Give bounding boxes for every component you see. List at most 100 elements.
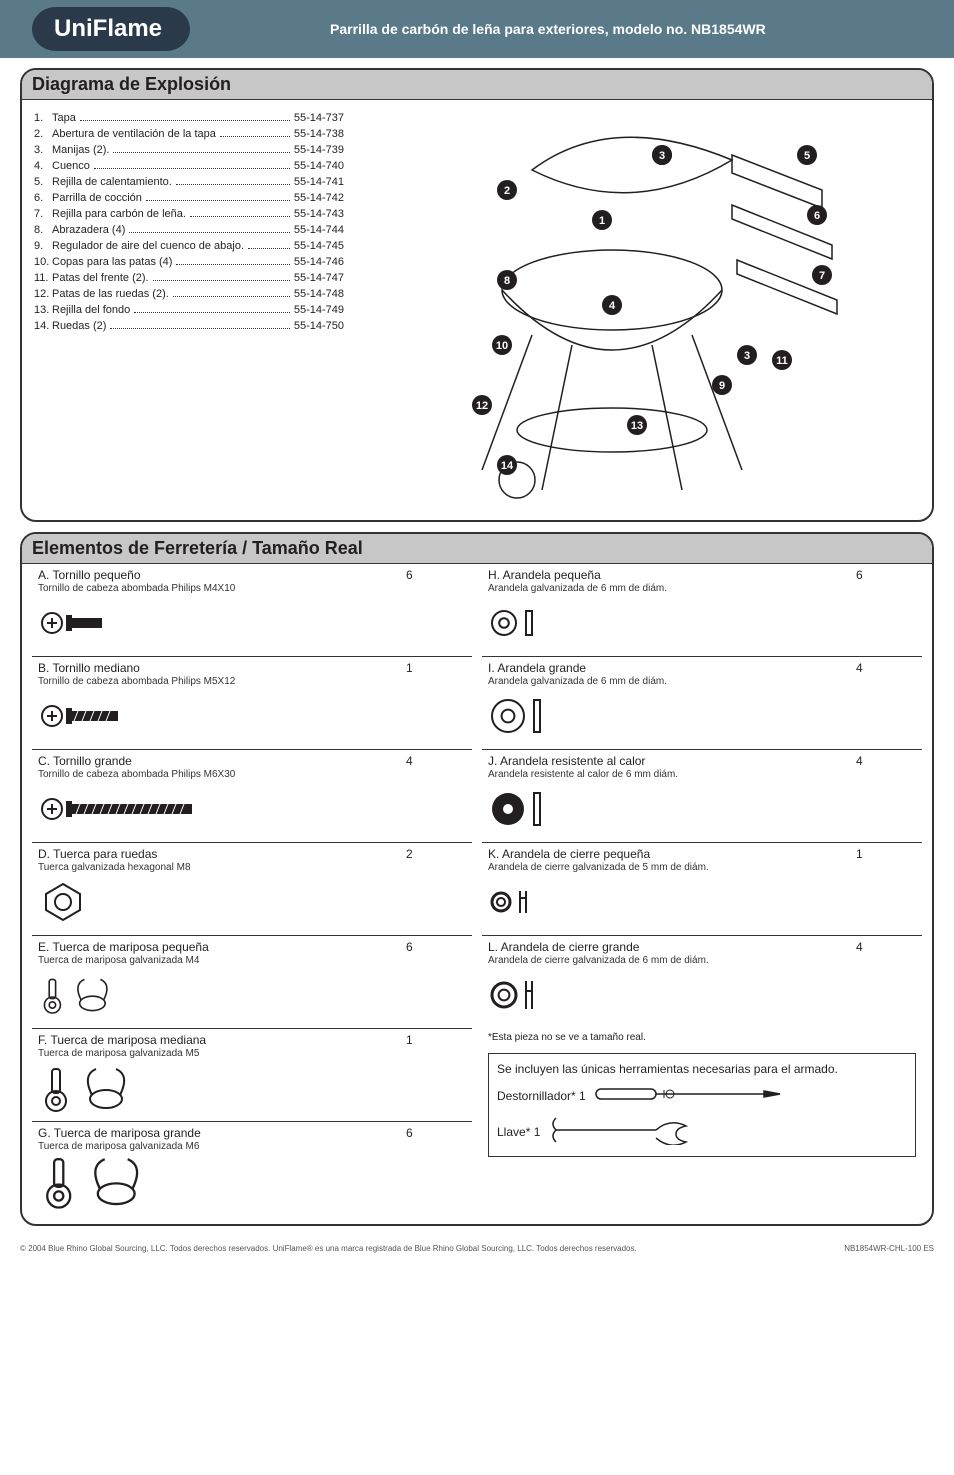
header-bar: UniFlame Parrilla de carbón de leña para… [0, 0, 954, 58]
part-sku: 55-14-740 [294, 160, 344, 172]
part-number: 3. [34, 144, 52, 156]
hardware-sub: Arandela resistente al calor de 6 mm diá… [488, 769, 916, 780]
hardware-item: I. Arandela grande 4Arandela galvanizada … [482, 656, 922, 749]
hardware-icon [38, 784, 466, 834]
part-label: Regulador de aire del cuenco de abajo. [52, 240, 244, 252]
hardware-item: G. Tuerca de mariposa grande6Tuerca de m… [32, 1121, 472, 1214]
exploded-title: Diagrama de Explosión [22, 70, 932, 100]
hardware-qty: 6 [406, 940, 466, 954]
callout-bubble: 13 [627, 415, 647, 435]
hardware-sub: Arandela de cierre galvanizada de 5 mm d… [488, 862, 916, 873]
hardware-icon [488, 784, 916, 834]
hardware-qty: 2 [406, 847, 466, 861]
brand-logo: UniFlame [32, 7, 190, 51]
hardware-icon [38, 970, 466, 1020]
svg-text:3: 3 [744, 350, 750, 362]
leader-dots [94, 168, 290, 169]
tools-box: Se incluyen las únicas herramientas nece… [488, 1053, 916, 1157]
part-sku: 55-14-750 [294, 320, 344, 332]
part-sku: 55-14-743 [294, 208, 344, 220]
hardware-name: K. Arandela de cierre pequeña [488, 847, 650, 861]
parts-row: 1.Tapa55-14-737 [34, 112, 344, 124]
callout-bubble: 14 [497, 455, 517, 475]
part-label: Tapa [52, 112, 76, 124]
parts-row: 3.Manijas (2). 55-14-739 [34, 144, 344, 156]
hardware-name: B. Tornillo mediano [38, 661, 140, 675]
hardware-icon [38, 598, 466, 648]
leader-dots [110, 328, 289, 329]
hardware-sub: Arandela galvanizada de 6 mm de diám. [488, 676, 916, 687]
part-sku: 55-14-741 [294, 176, 344, 188]
hardware-item: C. Tornillo grande4Tornillo de cabeza ab… [32, 749, 472, 842]
hardware-name: G. Tuerca de mariposa grande [38, 1126, 201, 1140]
exploded-svg: 123345678910111213143 [412, 110, 872, 500]
leader-dots [129, 232, 289, 233]
part-number: 14. [34, 320, 52, 332]
leader-dots [80, 120, 290, 121]
screwdriver-icon [586, 1084, 784, 1107]
part-number: 11. [34, 272, 52, 284]
parts-row: 14.Ruedas (2)55-14-750 [34, 320, 344, 332]
part-number: 1. [34, 112, 52, 124]
hardware-sub: Tuerca de mariposa galvanizada M4 [38, 955, 466, 966]
svg-text:12: 12 [476, 400, 488, 412]
hardware-qty: 6 [406, 1126, 466, 1140]
part-sku: 55-14-738 [294, 128, 344, 140]
callout-bubble: 1 [592, 210, 612, 230]
hardware-name: A. Tornillo pequeño [38, 568, 141, 582]
hardware-qty: 4 [406, 754, 466, 768]
hardware-icon [488, 877, 916, 927]
part-number: 10. [34, 256, 52, 268]
exploded-diagram: 123345678910111213143 [352, 100, 932, 510]
tool-label: Llave* 1 [497, 1125, 540, 1139]
leader-dots [176, 184, 290, 185]
hardware-qty: 4 [856, 754, 916, 768]
part-label: Manijas (2). [52, 144, 109, 156]
tool-label: Destornillador* 1 [497, 1089, 586, 1103]
hardware-qty: 6 [406, 568, 466, 582]
hardware-qty: 4 [856, 940, 916, 954]
part-label: Cuenco [52, 160, 90, 172]
hardware-item: E. Tuerca de mariposa pequeña6Tuerca de … [32, 935, 472, 1028]
hardware-icon [38, 1156, 466, 1206]
part-number: 5. [34, 176, 52, 188]
leader-dots [153, 280, 290, 281]
leader-dots [190, 216, 290, 217]
part-sku: 55-14-739 [294, 144, 344, 156]
hardware-icon [488, 598, 916, 648]
part-number: 7. [34, 208, 52, 220]
callout-bubble: 6 [807, 205, 827, 225]
callout-bubble: 4 [602, 295, 622, 315]
part-label: Patas del frente (2). [52, 272, 149, 284]
parts-row: 10.Copas para las patas (4)55-14-746 [34, 256, 344, 268]
leader-dots [173, 296, 290, 297]
tool-row: Destornillador* 1 [497, 1084, 907, 1107]
svg-text:6: 6 [814, 210, 820, 222]
leader-dots [220, 136, 290, 137]
exploded-panel: Diagrama de Explosión 1.Tapa55-14-7372.A… [20, 68, 934, 522]
callout-bubble: 10 [492, 335, 512, 355]
hardware-qty: 1 [406, 1033, 466, 1047]
part-number: 8. [34, 224, 52, 236]
parts-row: 8.Abrazadera (4)55-14-744 [34, 224, 344, 236]
hardware-name: I. Arandela grande [488, 661, 586, 675]
hardware-qty: 6 [856, 568, 916, 582]
footer-left: © 2004 Blue Rhino Global Sourcing, LLC. … [20, 1244, 637, 1253]
svg-text:1: 1 [599, 215, 605, 227]
svg-text:9: 9 [719, 380, 725, 392]
callout-bubble: 5 [797, 145, 817, 165]
hardware-sub: Arandela galvanizada de 6 mm de diám. [488, 583, 916, 594]
part-number: 4. [34, 160, 52, 172]
hardware-name: C. Tornillo grande [38, 754, 132, 768]
brand-logo-text: UniFlame [54, 15, 162, 43]
hardware-qty: 1 [856, 847, 916, 861]
part-label: Parrilla de cocción [52, 192, 142, 204]
hardware-icon [488, 970, 916, 1020]
callout-bubble: 9 [712, 375, 732, 395]
parts-row: 4.Cuenco 55-14-740 [34, 160, 344, 172]
callout-bubble: 3 [652, 145, 672, 165]
part-label: Rejilla de calentamiento. [52, 176, 172, 188]
part-number: 6. [34, 192, 52, 204]
part-sku: 55-14-746 [294, 256, 344, 268]
hardware-qty: 4 [856, 661, 916, 675]
